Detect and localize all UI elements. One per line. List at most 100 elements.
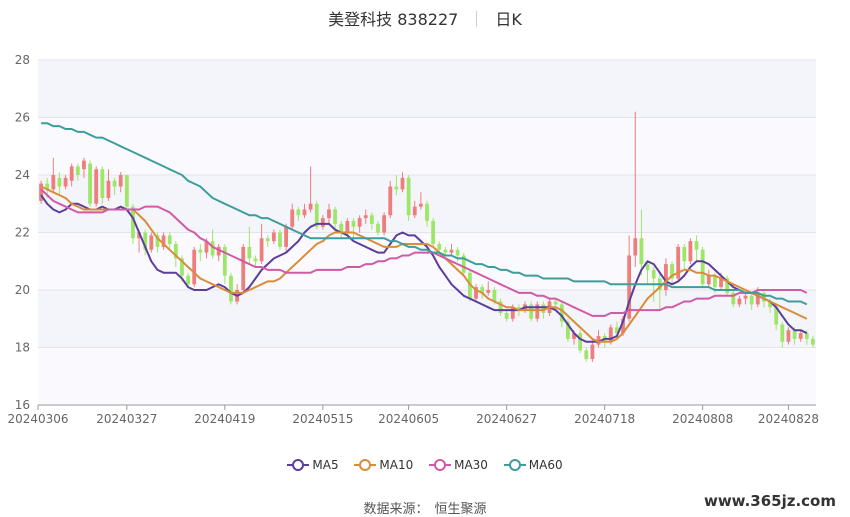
candle-body: [713, 275, 717, 288]
candle: [118, 172, 123, 193]
legend-marker: [359, 459, 372, 471]
period-label[interactable]: 日K: [495, 10, 522, 29]
y-tick-label: 18: [15, 341, 30, 355]
candle-body: [75, 166, 80, 175]
candle: [161, 232, 166, 250]
candle-body: [314, 203, 319, 227]
candle: [584, 347, 589, 362]
candle-body: [222, 246, 227, 276]
x-tick-label: 20240808: [672, 412, 733, 426]
candle-body: [443, 249, 448, 253]
candle-body: [425, 203, 429, 221]
candle-body: [719, 278, 723, 288]
candle-body: [559, 304, 564, 322]
candle: [271, 229, 276, 244]
candle-body: [529, 304, 534, 319]
candle: [406, 175, 411, 221]
candle-body: [94, 169, 99, 204]
candle-body: [811, 338, 815, 345]
candle-body: [45, 183, 50, 190]
candle-body: [302, 209, 307, 216]
candle-body: [639, 238, 644, 265]
candle-body: [143, 232, 148, 250]
candle: [247, 226, 252, 265]
watermark: www.365jz.com: [703, 492, 836, 510]
candle-body: [590, 344, 595, 359]
legend-item-ma30[interactable]: MA30: [429, 458, 488, 472]
candle: [706, 269, 711, 288]
candle-body: [755, 292, 760, 305]
candle: [333, 206, 338, 233]
candle-body: [725, 278, 730, 293]
chart-title: 美登科技 838227 日K: [0, 6, 850, 30]
candle: [437, 241, 442, 253]
candle: [308, 166, 313, 213]
candle: [578, 330, 583, 354]
candle: [498, 298, 503, 316]
candle-body: [615, 327, 619, 334]
candle-body: [357, 218, 362, 227]
candle-body: [664, 264, 668, 290]
candle: [486, 281, 491, 296]
candle-body: [186, 275, 190, 285]
candle-body: [474, 287, 478, 299]
candle-body: [780, 324, 785, 342]
candle: [173, 241, 178, 267]
candle: [596, 330, 601, 348]
candle: [94, 166, 99, 207]
candle: [811, 336, 815, 348]
candle: [222, 244, 227, 285]
candle: [737, 295, 742, 308]
legend-item-ma5[interactable]: MA5: [287, 458, 339, 472]
legend-label: MA30: [454, 458, 488, 472]
x-tick-label: 20240605: [378, 412, 439, 426]
candle: [106, 169, 111, 201]
legend-item-ma10[interactable]: MA10: [354, 458, 413, 472]
candle-body: [198, 249, 203, 253]
candle: [664, 258, 668, 296]
candle: [296, 206, 301, 221]
candle-body: [161, 235, 166, 247]
candle-body: [786, 330, 791, 342]
candle: [725, 275, 730, 296]
candle: [639, 209, 644, 276]
candle-body: [345, 221, 350, 233]
x-tick-label: 20240627: [476, 412, 537, 426]
candle: [75, 163, 80, 181]
legend-item-ma60[interactable]: MA60: [503, 458, 563, 472]
candle-body: [731, 292, 736, 305]
candle-body: [112, 180, 117, 187]
candle-body: [486, 290, 491, 293]
candle-body: [394, 186, 399, 190]
candle-body: [688, 241, 693, 262]
candle-body: [572, 333, 576, 339]
candle-body: [504, 313, 509, 319]
candle: [357, 215, 362, 233]
candle: [320, 215, 325, 230]
x-tick-label: 20240419: [194, 412, 255, 426]
grid-band: [38, 290, 816, 348]
legend-marker: [434, 459, 447, 471]
x-tick-label: 20240515: [292, 412, 353, 426]
candle-body: [682, 246, 687, 262]
candle: [149, 232, 154, 253]
candle: [124, 175, 129, 213]
candle-body: [768, 301, 772, 308]
candle: [241, 244, 246, 293]
candle: [645, 261, 650, 285]
legend-label: MA60: [528, 458, 563, 472]
candle: [363, 209, 368, 224]
candle-body: [88, 163, 92, 204]
candle: [786, 327, 791, 345]
candle-body: [700, 249, 705, 285]
candle: [265, 235, 270, 247]
candle-body: [284, 226, 289, 247]
candle-body: [57, 177, 62, 187]
candle: [198, 244, 203, 262]
candle: [535, 301, 540, 322]
candle-body: [516, 307, 521, 311]
candle: [369, 212, 374, 230]
candle-body: [676, 246, 681, 279]
candle-body: [229, 275, 233, 302]
x-tick-label: 20240306: [7, 412, 68, 426]
